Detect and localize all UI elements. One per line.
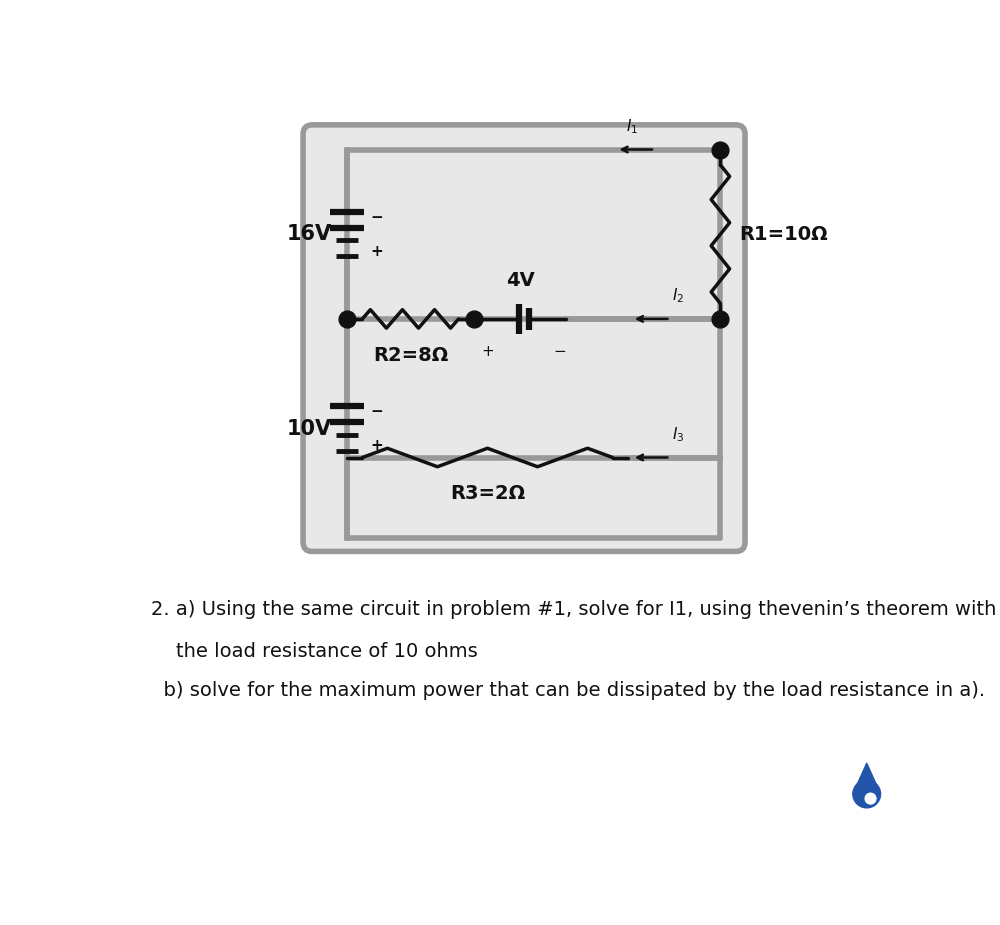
Point [466,312,482,327]
Text: $I_1$: $I_1$ [626,117,638,136]
Text: 4V: 4V [506,271,535,290]
Circle shape [853,780,881,808]
Text: b) solve for the maximum power that can be dissipated by the load resistance in : b) solve for the maximum power that can … [151,681,985,700]
Circle shape [865,794,876,804]
Text: $I_2$: $I_2$ [672,287,684,305]
Polygon shape [853,763,881,794]
Text: R3=2Ω: R3=2Ω [450,485,525,503]
Text: −: − [370,210,383,225]
Text: 16V: 16V [286,224,332,244]
Point [712,142,728,157]
Text: +: + [481,343,494,359]
Text: the load resistance of 10 ohms: the load resistance of 10 ohms [151,642,477,661]
Text: +: + [370,243,383,259]
Text: R2=8Ω: R2=8Ω [373,346,448,364]
Point [712,312,728,327]
Text: $I_3$: $I_3$ [672,425,684,444]
Text: +: + [370,438,383,453]
Text: 10V: 10V [286,419,332,438]
Text: 2. a) Using the same circuit in problem #1, solve for I1, using thevenin’s theor: 2. a) Using the same circuit in problem … [151,600,996,619]
Text: R1=10Ω: R1=10Ω [740,225,828,243]
Text: −: − [554,343,567,359]
Point [339,312,355,327]
Text: −: − [370,404,383,419]
FancyBboxPatch shape [303,125,745,551]
